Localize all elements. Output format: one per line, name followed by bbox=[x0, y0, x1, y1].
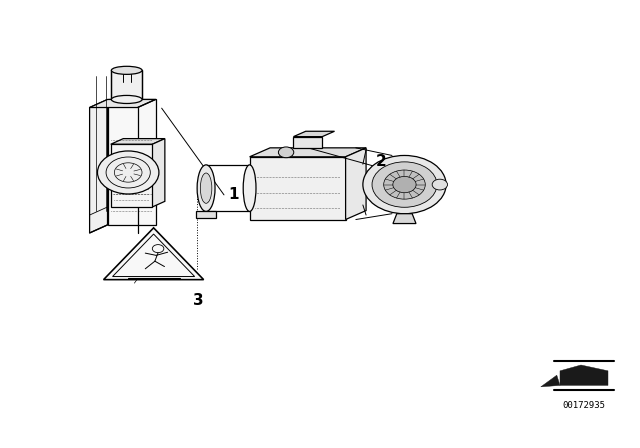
Polygon shape bbox=[293, 131, 335, 137]
Polygon shape bbox=[111, 138, 165, 144]
Polygon shape bbox=[90, 99, 156, 108]
Ellipse shape bbox=[111, 66, 142, 74]
Circle shape bbox=[432, 179, 447, 190]
Polygon shape bbox=[108, 99, 156, 225]
Polygon shape bbox=[152, 138, 165, 207]
Text: 00172935: 00172935 bbox=[563, 401, 605, 410]
Polygon shape bbox=[90, 99, 108, 233]
Polygon shape bbox=[111, 70, 142, 99]
Ellipse shape bbox=[111, 95, 142, 103]
Polygon shape bbox=[541, 375, 560, 387]
Circle shape bbox=[384, 170, 426, 199]
Text: 1: 1 bbox=[228, 187, 239, 202]
Polygon shape bbox=[104, 228, 204, 280]
Ellipse shape bbox=[197, 165, 215, 211]
Circle shape bbox=[363, 155, 446, 214]
Circle shape bbox=[372, 162, 437, 207]
Text: 2: 2 bbox=[376, 154, 386, 169]
Polygon shape bbox=[111, 144, 152, 207]
Polygon shape bbox=[250, 148, 366, 157]
Circle shape bbox=[278, 147, 294, 158]
Polygon shape bbox=[346, 148, 366, 220]
Ellipse shape bbox=[243, 165, 256, 211]
Polygon shape bbox=[196, 211, 216, 219]
Text: 3: 3 bbox=[193, 293, 204, 308]
Ellipse shape bbox=[200, 173, 212, 203]
Polygon shape bbox=[293, 137, 323, 148]
Circle shape bbox=[393, 177, 416, 193]
Polygon shape bbox=[250, 157, 346, 220]
Polygon shape bbox=[393, 214, 416, 224]
Circle shape bbox=[97, 151, 159, 194]
Polygon shape bbox=[560, 365, 608, 385]
